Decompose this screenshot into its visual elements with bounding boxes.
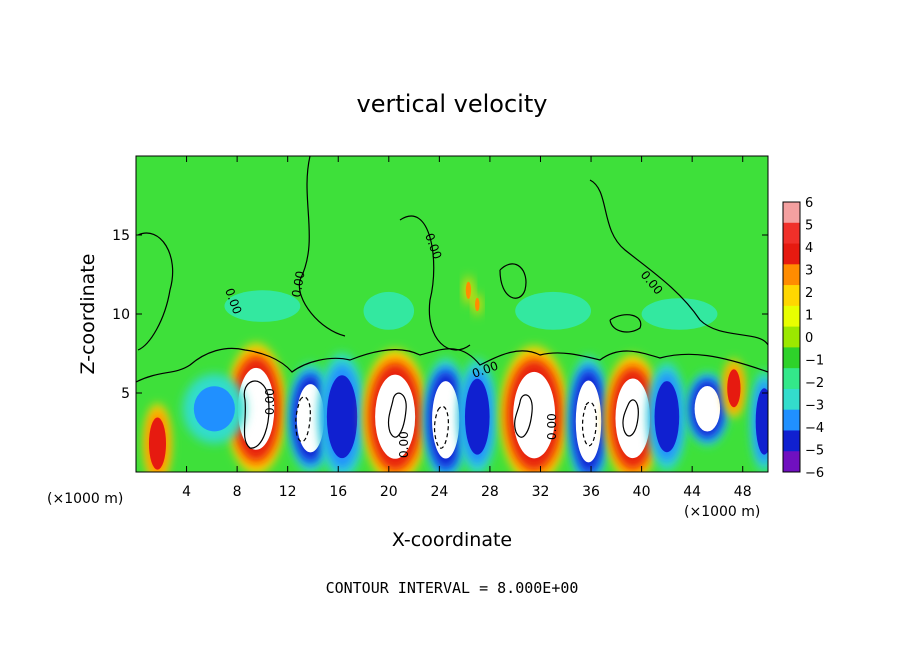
colorbar-tick-label: 1 [805, 309, 813, 324]
colorbar-swatch [783, 285, 800, 307]
velocity-cell [727, 369, 741, 408]
contour-closed [243, 380, 270, 449]
contour-dashed [433, 405, 449, 449]
colorbar-tick-label: 6 [805, 196, 813, 211]
colorbar-swatch [783, 430, 800, 452]
contour-interval-note: CONTOUR INTERVAL = 8.000E+00 [326, 579, 579, 597]
contour-dashed [581, 401, 597, 447]
contour-closed [514, 394, 533, 438]
velocity-cell [475, 297, 480, 312]
x-tick-label: 36 [582, 484, 600, 500]
zero-contour-lines [136, 156, 768, 449]
colorbar-tick-label: 3 [805, 264, 813, 279]
x-tick-label: 40 [633, 484, 651, 500]
colorbar-swatch [783, 222, 800, 245]
x-tick-label: 16 [329, 484, 347, 500]
velocity-cell [654, 381, 680, 453]
contour-label: 0.00 [397, 431, 411, 458]
x-tick-label: 8 [233, 484, 242, 500]
zero-contour-line [499, 263, 527, 299]
zero-contour-line [137, 232, 174, 351]
velocity-cell [755, 388, 768, 455]
x-tick-label: 44 [683, 484, 701, 500]
zero-contour-line [136, 347, 768, 383]
velocity-cell [432, 381, 460, 459]
x-tick-label: 4 [182, 484, 191, 500]
zero-contour-line [609, 314, 642, 333]
velocity-cell [375, 374, 416, 459]
velocity-cell [148, 417, 167, 470]
velocity-cell [326, 375, 358, 459]
velocity-cell [515, 291, 592, 330]
contour-label: 0.00 [545, 413, 559, 440]
velocity-cell [224, 290, 301, 322]
contour-label: 0.00 [263, 388, 277, 415]
y-axis-label: Z-coordinate [77, 254, 99, 375]
colorbar-frame [782, 201, 801, 473]
colorbar-tick-label: −3 [805, 399, 824, 414]
velocity-cell [694, 386, 721, 432]
contour-closed [387, 392, 407, 438]
x-tick-label: 32 [532, 484, 550, 500]
colorbar-tick-label: 5 [805, 219, 813, 234]
y-tick-label: 5 [121, 386, 130, 402]
colorbar-swatch [783, 451, 800, 473]
colorbar-tick-label: −4 [805, 421, 824, 436]
colorbar-swatch [783, 368, 800, 390]
colorbar-tick-label: −5 [805, 444, 824, 459]
colorbar-swatch [783, 202, 800, 224]
chart-title: vertical velocity [357, 90, 548, 118]
colorbar-tick-label: −6 [805, 466, 824, 481]
velocity-cell [363, 291, 415, 330]
colorbar-tick-label: 0 [805, 331, 813, 346]
x-unit-right: (×1000 m) [684, 504, 760, 520]
plot-area: 0.00 0.00 0.00 0.00 0.00 0.00 0.00 0.00 [136, 156, 768, 472]
y-axis-ticks: 5 10 15 [112, 228, 768, 402]
colorbar: 6 5 4 3 2 1 0 −1 −2 −3 −4 −5 −6 [782, 196, 824, 481]
velocity-cell [464, 378, 490, 455]
colorbar-swatch [783, 243, 800, 265]
velocity-cell [641, 298, 718, 330]
x-unit-left: (×1000 m) [47, 491, 123, 507]
contour-closed [622, 399, 639, 437]
x-axis-label: X-coordinate [392, 529, 512, 551]
colorbar-swatch [783, 305, 800, 328]
velocity-cell [615, 378, 651, 459]
colorbar-swatch [783, 347, 800, 369]
x-tick-label: 12 [279, 484, 297, 500]
colorbar-tick-label: 4 [805, 241, 813, 256]
contour-label: 0.00 [289, 270, 307, 299]
x-axis-ticks: 4 8 12 16 20 24 28 32 36 40 44 48 [182, 156, 752, 500]
colorbar-tick-label: −2 [805, 376, 824, 391]
contour-dashed [295, 396, 311, 443]
colorbar-tick-label: 2 [805, 286, 813, 301]
colorbar-tick-label: −1 [805, 354, 824, 369]
zero-contour-line [298, 156, 346, 337]
zero-contour-line [399, 215, 471, 351]
x-tick-label: 20 [380, 484, 398, 500]
y-tick-label: 10 [112, 307, 130, 323]
velocity-cell [575, 380, 602, 463]
colorbar-swatch [783, 264, 800, 286]
x-tick-label: 24 [430, 484, 448, 500]
x-tick-label: 28 [481, 484, 499, 500]
colorbar-swatch [783, 409, 800, 431]
zero-contour-line [589, 179, 768, 346]
y-tick-label: 15 [112, 228, 130, 244]
velocity-cell [465, 281, 472, 299]
colorbar-swatch [783, 326, 800, 348]
velocity-cell [193, 386, 235, 432]
x-tick-label: 48 [734, 484, 752, 500]
colorbar-swatch [783, 388, 800, 411]
